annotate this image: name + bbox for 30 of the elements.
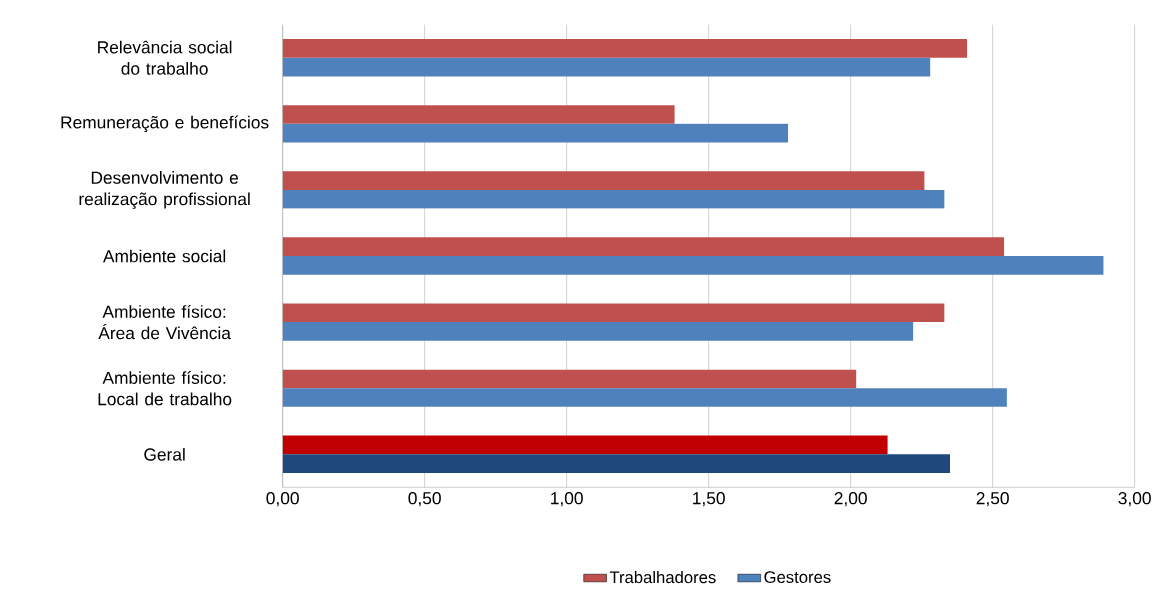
x-tick-label: 1,00 bbox=[551, 492, 583, 507]
bar bbox=[282, 369, 857, 389]
bar bbox=[282, 322, 914, 341]
legend-label: Gestores bbox=[764, 571, 831, 583]
bar bbox=[282, 435, 888, 455]
bar bbox=[282, 105, 675, 124]
bar bbox=[282, 388, 1007, 407]
y-tick-label: Desenvolvimento e realização profissional bbox=[79, 171, 250, 209]
y-tick-label: Ambiente físico: Área de Vivência bbox=[98, 304, 231, 340]
bar bbox=[282, 123, 789, 143]
x-tick-label: 2,00 bbox=[834, 492, 867, 507]
x-tick-label: 0,50 bbox=[408, 492, 441, 507]
x-tick-label: 1,50 bbox=[693, 492, 725, 507]
bar bbox=[282, 189, 945, 209]
bar bbox=[282, 237, 1005, 256]
x-tick-label: 2,50 bbox=[976, 492, 1009, 507]
x-tick-label: 3,00 bbox=[1118, 492, 1151, 507]
bar bbox=[282, 256, 1104, 275]
bar bbox=[282, 57, 931, 77]
y-tick-label: Ambiente social bbox=[103, 249, 226, 263]
bar bbox=[282, 171, 925, 190]
legend-label: Trabalhadores bbox=[609, 570, 716, 584]
y-tick-label: Ambiente físico: Local de trabalho bbox=[98, 371, 232, 406]
bar bbox=[282, 39, 968, 58]
x-tick-label: 0,00 bbox=[266, 492, 299, 507]
y-tick-label: Relevância social do trabalho bbox=[98, 40, 232, 75]
y-tick-label: Geral bbox=[144, 447, 185, 461]
y-tick-label: Remuneração e benefícios bbox=[61, 115, 269, 133]
bar bbox=[282, 454, 951, 473]
bar bbox=[282, 303, 945, 323]
